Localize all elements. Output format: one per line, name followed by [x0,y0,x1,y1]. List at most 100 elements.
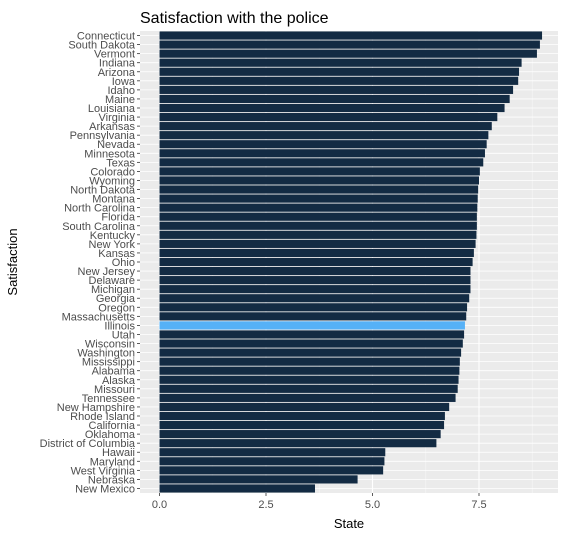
y-tick-label: Indiana [99,58,136,70]
y-tick-label: South Dakota [68,40,136,52]
y-tick-label: North Carolina [64,203,136,215]
y-tick-label: Virginia [99,112,136,124]
bar-connecticut [159,31,543,40]
y-tick-label: Mississippi [82,357,135,369]
bar-california [159,420,445,430]
bar-ohio [159,257,473,267]
y-tick-label: North Dakota [70,185,136,197]
bar-nevada [159,140,487,149]
bar-nebraska [159,475,358,484]
x-tick-label: 0.0 [152,499,167,511]
y-tick-label: Ohio [112,257,135,269]
bar-florida [159,212,477,221]
y-tick-label: Nebraska [88,474,136,486]
bar-new-york [159,239,476,248]
bar-south-dakota [159,40,540,49]
y-tick-label: Utah [112,329,135,341]
bar-alabama [159,366,460,375]
bar-kansas [159,248,474,258]
bar-district-of-columbia [159,439,437,448]
bar-kentucky [159,230,477,239]
bar-oregon [159,303,468,312]
bar-minnesota [159,149,485,158]
bar-pennsylvania [159,131,489,140]
bar-west-virginia [159,466,384,475]
y-tick-label: New Mexico [75,483,135,495]
y-tick-label: Colorado [90,166,135,178]
bar-new-mexico [159,484,315,493]
y-tick-label: Oregon [98,302,135,314]
bar-arkansas [159,122,492,131]
y-tick-label: Missouri [94,384,135,396]
bar-texas [159,158,484,167]
bar-rhode-island [159,411,445,421]
bar-oklahoma [159,430,441,439]
bar-colorado [159,167,480,176]
y-tick-label: Rhode Island [70,411,135,423]
y-tick-label: South Carolina [62,221,136,233]
y-tick-label: New Hampshire [57,402,135,414]
bar-arizona [159,67,520,76]
y-tick-label: Connecticut [77,31,135,43]
bar-missouri [159,384,458,393]
y-tick-label: Maryland [90,456,135,468]
y-tick-label: Wisconsin [85,339,135,351]
bar-vermont [159,49,537,58]
bars-group [159,31,543,493]
bar-massachusetts [159,312,467,321]
y-tick-label: Idaho [107,85,135,97]
y-tick-label: Arizona [98,67,136,79]
bar-louisiana [159,103,505,113]
bar-mississippi [159,357,460,366]
y-tick-label: Washington [77,348,135,360]
y-tick-label: West Virginia [71,465,136,477]
x-axis-title: State [334,516,364,531]
x-tick-label: 2.5 [258,499,273,511]
y-tick-label: California [89,420,136,432]
y-axis-title: Satisfaction [5,228,20,295]
bar-illinois [159,321,465,330]
x-tick-label: 7.5 [471,499,486,511]
y-tick-label: Georgia [96,293,136,305]
bar-maine [159,94,510,104]
bar-wyoming [159,176,479,185]
bar-hawaii [159,448,386,457]
y-tick-label: Michigan [91,284,135,296]
y-tick-label: Montana [92,194,136,206]
bar-new-hampshire [159,402,450,412]
y-tick-label: Hawaii [102,447,135,459]
y-tick-label: Arkansas [89,121,135,133]
bar-tennessee [159,393,456,402]
y-tick-label: Maine [105,94,135,106]
y-tick-label: Kansas [98,248,135,260]
bar-michigan [159,285,471,294]
bar-iowa [159,76,519,85]
bar-virginia [159,112,498,122]
bar-montana [159,194,478,203]
bar-washington [159,348,462,357]
y-tick-label: Minnesota [84,148,136,160]
y-tick-label: Tennessee [82,393,135,405]
y-tick-label: Pennsylvania [70,130,136,142]
y-tick-label: New York [89,239,136,251]
bar-new-jersey [159,266,471,276]
y-tick-label: Texas [106,157,135,169]
bar-utah [159,330,465,339]
bar-north-dakota [159,185,479,194]
x-tick-labels: 0.0 2.5 5.0 7.5 [152,493,487,511]
bar-alaska [159,375,459,384]
bar-delaware [159,276,471,285]
y-tick-label: Oklahoma [85,429,136,441]
x-tick-label: 5.0 [365,499,380,511]
y-tick-label: District of Columbia [40,438,136,450]
chart-title: Satisfaction with the police [140,10,329,27]
bar-maryland [159,457,385,466]
y-tick-label: Florida [101,212,136,224]
bar-idaho [159,85,514,94]
y-tick-label: Illinois [104,320,135,332]
bar-south-carolina [159,221,477,230]
bar-indiana [159,58,522,67]
bar-north-carolina [159,203,478,212]
y-tick-label: Louisiana [88,103,136,115]
